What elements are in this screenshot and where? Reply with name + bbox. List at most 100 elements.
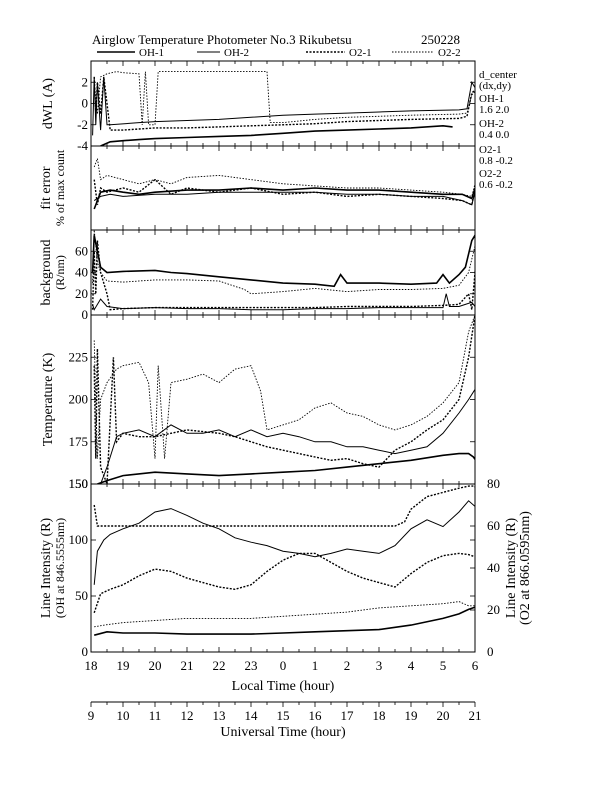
y-tick-label: 20 <box>75 286 88 301</box>
universal-tick-label: 13 <box>213 708 226 723</box>
ann-o21-val: 0.8 -0.2 <box>479 155 513 167</box>
universal-tick-label: 15 <box>277 708 290 723</box>
y-label-int-0: Line Intensity (R) <box>39 518 54 619</box>
local-tick-label: 20 <box>149 658 162 673</box>
y-tick-label: 0 <box>82 96 89 111</box>
y-label-bg-1: (R/nm) <box>53 255 67 290</box>
local-tick-label: 0 <box>280 658 287 673</box>
y-tick-label: 50 <box>75 588 88 603</box>
series-bg-o2-2 <box>92 230 475 295</box>
y-tick-label: 150 <box>69 476 89 491</box>
series-int-oh-2 <box>93 500 475 585</box>
series-dwl-oh-2 <box>92 76 475 136</box>
y-right-tick-label: 20 <box>487 602 500 617</box>
universal-tick-label: 12 <box>181 708 194 723</box>
panel-temp: 150 175 200 225 Temperature (K) <box>41 314 476 491</box>
local-tick-label: 18 <box>85 658 98 673</box>
y-tick-label: 2 <box>82 74 89 89</box>
series-fit-o2-2 <box>93 156 475 197</box>
universal-tick-label: 19 <box>405 708 418 723</box>
ann-o21-name: O2-1 <box>479 144 502 156</box>
ann-title2: (dx,dy) <box>479 80 511 92</box>
legend-label-o2-2: O2-2 <box>438 47 461 59</box>
ann-oh2-name: OH-2 <box>479 118 504 130</box>
series-temp-oh-2 <box>100 388 475 484</box>
series-temp-o2-1 <box>93 315 475 484</box>
panel-bg: 0 20 40 60 background (R/nm) <box>39 229 476 322</box>
series-temp-oh-1 <box>97 452 475 484</box>
panel-frame-bg <box>90 229 476 316</box>
universal-tick-label: 18 <box>373 708 386 723</box>
panels: -4 -2 0 2 dWL (A) fit error% of max count 0 20 4… <box>39 60 533 659</box>
series-dwl-o2-2 <box>93 71 475 126</box>
series-fit-o2-1 <box>93 178 475 206</box>
universal-tick-label: 16 <box>309 708 323 723</box>
y-label-fit-1: % of max count <box>53 149 67 226</box>
local-tick-label: 1 <box>312 658 319 673</box>
y-right-label-0: Line Intensity (R) <box>504 518 519 619</box>
series-int-o2-1 <box>93 485 475 527</box>
panel-frame-int <box>90 483 476 653</box>
y-right-tick-label: 0 <box>487 644 494 659</box>
y-tick-label: 60 <box>75 243 88 258</box>
y-tick-label: 225 <box>69 349 89 364</box>
local-tick-label: 19 <box>117 658 130 673</box>
series-fit-oh-2 <box>93 191 475 206</box>
legend: OH-1 OH-2 O2-1 O2-2 <box>97 47 461 59</box>
series-temp-o2-2 <box>93 315 475 459</box>
legend-label-oh-2: OH-2 <box>224 47 249 59</box>
universal-tick-label: 14 <box>245 708 259 723</box>
figure-title: Airglow Temperature Photometer No.3 Riku… <box>92 32 352 47</box>
right-annotations: d_center (dx,dy) OH-1 1.6 2.0 OH-2 0.4 0… <box>479 69 517 191</box>
series-bg-o2-1 <box>91 240 475 311</box>
universal-tick-label: 20 <box>437 708 450 723</box>
y-label-int-1: (OH at 846.5555nm) <box>53 518 67 618</box>
y-tick-label: -4 <box>77 138 88 153</box>
y-tick-label: 200 <box>69 392 89 407</box>
y-tick-label: 150 <box>69 476 89 491</box>
y-label-temp-0: Temperature (K) <box>41 352 56 446</box>
local-tick-label: 4 <box>408 658 415 673</box>
x-label-local: Local Time (hour) <box>232 679 335 694</box>
panel-fit: fit error% of max count <box>39 145 476 231</box>
local-tick-label: 6 <box>472 658 479 673</box>
series-dwl-oh-1 <box>100 124 453 146</box>
legend-label-o2-1: O2-1 <box>349 47 372 59</box>
ann-oh1-val: 1.6 2.0 <box>479 104 510 116</box>
y-right-tick-label: 40 <box>487 560 500 575</box>
y-tick-label: 0 <box>82 644 89 659</box>
series-bg-oh-2 <box>92 293 475 311</box>
y-tick-label: 0 <box>82 307 89 322</box>
series-int-o2-2 <box>94 601 475 628</box>
series-dwl-o2-1 <box>93 76 475 131</box>
y-tick-label: -2 <box>77 117 88 132</box>
universal-tick-label: 21 <box>469 708 482 723</box>
ann-oh1-name: OH-1 <box>479 93 504 105</box>
universal-tick-label: 11 <box>149 708 162 723</box>
local-tick-label: 5 <box>440 658 447 673</box>
local-tick-label: 3 <box>376 658 383 673</box>
x-label-universal: Universal Time (hour) <box>220 725 346 740</box>
series-fit-oh-1 <box>93 187 475 210</box>
series-bg-oh-1 <box>91 233 475 288</box>
universal-tick-label: 17 <box>341 708 355 723</box>
y-right-tick-label: 60 <box>487 518 500 533</box>
series-int-o2-1b <box>93 552 475 614</box>
figure-date: 250228 <box>421 32 460 47</box>
ann-o22-val: 0.6 -0.2 <box>479 179 513 191</box>
local-tick-label: 21 <box>181 658 194 673</box>
universal-tick-label: 9 <box>88 708 95 723</box>
local-tick-label: 23 <box>245 658 258 673</box>
series-int-oh-1 <box>93 606 475 636</box>
legend-label-oh-1: OH-1 <box>139 47 164 59</box>
y-right-label-1: (O2 at 866.0595nm) <box>518 511 533 625</box>
universal-tick-label: 10 <box>117 708 130 723</box>
local-tick-label: 2 <box>344 658 351 673</box>
panel-frame-fit <box>90 145 476 231</box>
y-label-fit-0: fit error <box>39 166 54 209</box>
y-tick-label: 100 <box>69 532 89 547</box>
local-tick-label: 22 <box>213 658 226 673</box>
ann-o22-name: O2-2 <box>479 168 502 180</box>
